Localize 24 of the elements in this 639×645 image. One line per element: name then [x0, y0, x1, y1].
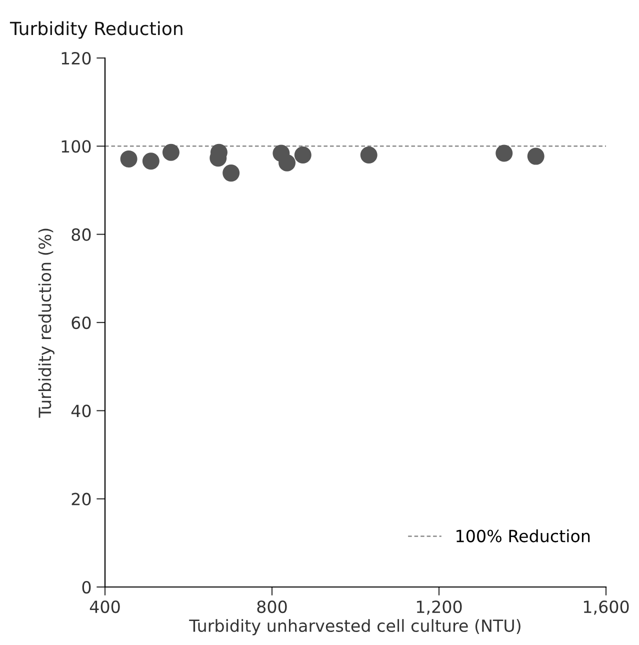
point: [360, 146, 378, 164]
y-tick-label: 120: [62, 52, 91, 65]
y-tick-label: 40: [71, 404, 91, 418]
chart-title: Turbidity Reduction: [10, 21, 182, 39]
x-tick-label: 1,600: [584, 600, 629, 615]
point: [142, 152, 160, 170]
y-axis-title: Turbidity reduction (%): [38, 228, 54, 418]
point: [162, 144, 180, 161]
legend-label: 100% Reduction: [456, 529, 590, 542]
point: [496, 144, 513, 162]
point: [222, 164, 240, 182]
point: [294, 146, 312, 164]
y-tick-label: 100: [62, 140, 91, 153]
point: [120, 150, 138, 168]
point: [527, 148, 544, 165]
x-tick-label: 400: [90, 600, 120, 614]
x-tick-label: 800: [257, 600, 287, 614]
y-tick-label: 60: [72, 316, 91, 330]
y-tick-label: 20: [72, 492, 91, 506]
x-axis-title: Turbidity unharvested cell culture (NTU): [189, 619, 520, 636]
y-tick-label: 80: [72, 228, 91, 241]
x-tick-label: 1,200: [416, 600, 462, 615]
y-tick-label: 0: [82, 580, 91, 594]
point: [278, 154, 296, 172]
